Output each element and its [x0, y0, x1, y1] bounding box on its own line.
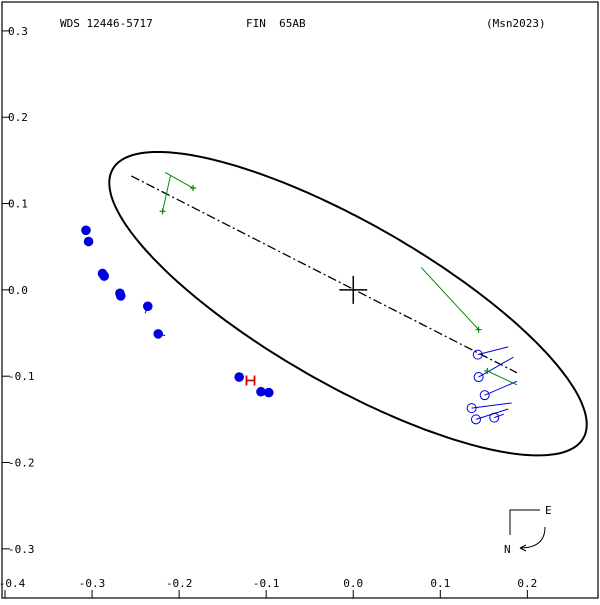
residual-line — [478, 356, 514, 378]
filled-observation — [153, 329, 164, 339]
x-tick-label: 0.0 — [343, 577, 363, 590]
residual-line — [162, 175, 171, 212]
plus-observation — [190, 185, 197, 192]
axis-tick-labels: -0.4 -0.3 -0.2 -0.1 0.0 0.1 0.2 0.3 0.2 0.1 0.0 -0.… — [0, 25, 537, 590]
axis-ticks — [2, 30, 528, 598]
y-tick-label: -0.3 — [8, 543, 35, 556]
marker-layer — [81, 185, 500, 425]
y-tick-label: -0.2 — [8, 457, 35, 470]
filled-observation — [234, 372, 244, 382]
x-tick-label: -0.3 — [79, 577, 106, 590]
open-observation — [472, 349, 483, 360]
open-observation — [470, 414, 481, 425]
filled-observation — [81, 225, 91, 236]
filled-observation — [83, 236, 94, 247]
header-reference: (Msn2023) — [486, 17, 546, 30]
header-component: FIN 65AB — [246, 17, 306, 30]
y-tick-label: 0.3 — [8, 25, 28, 38]
filled-observation — [256, 386, 266, 397]
orbit-ellipse — [108, 151, 588, 457]
filled-observation — [142, 301, 153, 312]
header-designation: WDS 12446-5717 — [60, 17, 153, 30]
x-tick-label: -0.4 — [0, 577, 26, 590]
residual-line — [477, 346, 509, 356]
compass-north-label: N — [504, 543, 511, 556]
plus-observation — [484, 368, 491, 375]
open-observation — [489, 412, 500, 423]
plus-observation — [159, 208, 166, 215]
x-tick-label: -0.2 — [166, 577, 193, 590]
filled-observation — [99, 271, 110, 281]
line-of-nodes — [130, 175, 518, 374]
x-tick-label: 0.1 — [430, 577, 450, 590]
residual-line — [475, 408, 509, 420]
highlight-marker — [245, 375, 256, 386]
residual-line — [420, 267, 479, 330]
compass-arrow-icon — [519, 544, 527, 552]
open-observation — [479, 390, 490, 401]
compass-axes — [509, 509, 540, 535]
compass: E N — [504, 504, 552, 556]
open-observation — [473, 372, 484, 383]
x-tick-label: -0.1 — [253, 577, 280, 590]
compass-east-label: E — [545, 504, 552, 517]
filled-observation — [115, 291, 126, 301]
y-tick-label: 0.2 — [8, 111, 28, 124]
plus-observation — [475, 326, 482, 333]
filled-observation — [263, 387, 274, 398]
residual-line — [484, 380, 518, 396]
y-tick-label: 0.0 — [8, 284, 28, 297]
residual-line — [471, 402, 512, 409]
y-tick-label: -0.1 — [8, 370, 35, 383]
residual-line — [494, 413, 505, 419]
y-tick-label: 0.1 — [8, 198, 28, 211]
orbit-layer — [108, 151, 588, 457]
open-observation — [466, 403, 477, 414]
compass-rotation-arc — [519, 526, 546, 549]
x-tick-label: 0.2 — [517, 577, 537, 590]
residual-line — [164, 172, 194, 189]
residual-line — [487, 370, 518, 386]
residual-layer — [101, 172, 518, 420]
